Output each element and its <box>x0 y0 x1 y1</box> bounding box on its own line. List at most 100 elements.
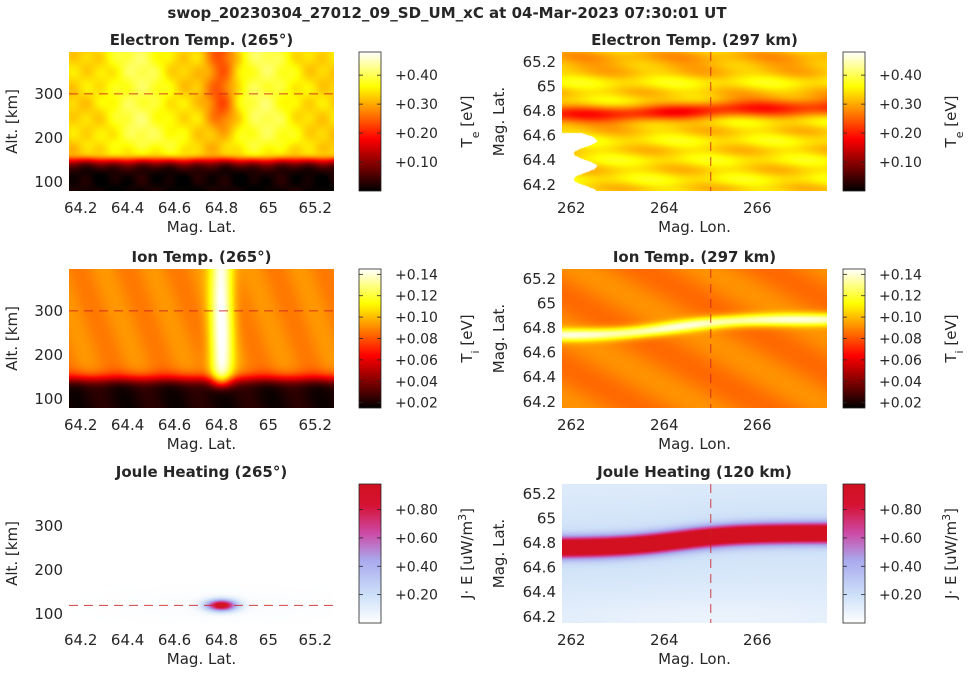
ion-temp-altlat-colorbar-label: Ti [eV] <box>458 314 482 363</box>
joule-heating-latlon-ylabel: Mag. Lat. <box>490 519 508 588</box>
ion-temp-latlon-colorbar-label: Ti [eV] <box>942 314 966 363</box>
electron-temp-altlat-xtick-label: 64.8 <box>205 199 238 217</box>
ion-temp-latlon-ytick-label: 64.8 <box>523 319 556 337</box>
ion-temp-latlon-xtick-label: 262 <box>557 416 586 434</box>
ion-temp-altlat-colorbar-tick-label: +0.14 <box>395 267 438 283</box>
ion-temp-altlat-panel: Ion Temp. (265°) 64.2 64.4 64.6 64.8 65 65.2 Ma… <box>3 248 482 453</box>
ion-temp-latlon-colorbar-tick-label: +0.08 <box>879 332 922 348</box>
figure-title: swop_20230304_27012_09_SD_UM_xC at 04-Ma… <box>167 4 727 22</box>
joule-heating-altlat-ytick-label: 200 <box>34 561 63 579</box>
electron-temp-altlat-xtick-label: 65 <box>259 199 278 217</box>
electron-temp-altlat-ytick-label: 300 <box>34 85 63 103</box>
joule-heating-altlat-colorbar-tick-label: +0.60 <box>395 531 438 547</box>
electron-temp-altlat-panel: Electron Temp. (265°) 64.2 64.4 64.6 64.8 65 6… <box>3 31 482 236</box>
ion-temp-altlat-title: Ion Temp. (265°) <box>131 248 271 266</box>
electron-temp-altlat-colorbar-frame <box>358 51 382 192</box>
joule-heating-latlon-colorbar-tick-label: +0.20 <box>879 588 922 604</box>
electron-temp-altlat-colorbar-tick-label: +0.10 <box>395 155 438 171</box>
electron-temp-latlon-xtick-label: 266 <box>743 199 772 217</box>
joule-heating-altlat-ytick-label: 300 <box>34 517 63 535</box>
ion-temp-latlon-colorbar-tick-label: +0.02 <box>879 396 922 412</box>
joule-heating-altlat-xtick-label: 64.4 <box>111 631 144 649</box>
electron-temp-latlon-ytick-label: 64.4 <box>523 151 556 169</box>
ion-temp-latlon-xtick-label: 266 <box>743 416 772 434</box>
joule-heating-altlat-xtick-label: 65.2 <box>299 631 332 649</box>
ion-temp-altlat-colorbar-tick-label: +0.02 <box>395 396 438 412</box>
ion-temp-latlon-panel: Ion Temp. (297 km) 262 264 266 Mag. Lon. 64.2… <box>490 248 966 453</box>
electron-temp-latlon-colorbar <box>843 52 865 191</box>
electron-temp-latlon-xlabel: Mag. Lon. <box>658 218 731 236</box>
electron-temp-latlon-xtick-label: 264 <box>650 199 679 217</box>
electron-temp-latlon-colorbar-tick-label: +0.10 <box>879 155 922 171</box>
ion-temp-altlat-colorbar-tick-label: +0.12 <box>395 289 438 305</box>
joule-heating-latlon-colorbar-frame <box>842 483 866 624</box>
ion-temp-latlon-heatmap <box>562 269 827 408</box>
joule-heating-latlon-ytick-label: 65.2 <box>523 485 556 503</box>
electron-temp-altlat-xtick-label: 65.2 <box>299 199 332 217</box>
electron-temp-altlat-colorbar-label: Te [eV] <box>458 96 482 149</box>
joule-heating-latlon-panel: Joule Heating (120 km) 262 264 266 Mag. Lon.… <box>490 463 960 668</box>
joule-heating-altlat-heatmap <box>69 484 334 623</box>
ion-temp-latlon-ytick-label: 64.6 <box>523 344 556 362</box>
electron-temp-latlon-heatmap <box>562 52 827 191</box>
joule-heating-altlat-xtick-label: 64.6 <box>158 631 191 649</box>
joule-heating-altlat-colorbar-tick-label: +0.40 <box>395 559 438 575</box>
ion-temp-altlat-colorbar-tick-label: +0.08 <box>395 332 438 348</box>
ion-temp-latlon-colorbar-tick-label: +0.04 <box>879 374 922 390</box>
joule-heating-altlat-ylabel: Alt. [km] <box>3 521 21 586</box>
joule-heating-altlat-colorbar-tick-label: +0.20 <box>395 588 438 604</box>
joule-heating-latlon-title: Joule Heating (120 km) <box>596 463 792 481</box>
electron-temp-latlon-title: Electron Temp. (297 km) <box>591 31 798 49</box>
ion-temp-altlat-colorbar-tick-label: +0.06 <box>395 353 438 369</box>
ion-temp-altlat-xtick-label: 64.8 <box>205 416 238 434</box>
ion-temp-latlon-xtick-label: 264 <box>650 416 679 434</box>
ion-temp-altlat-colorbar-tick-label: +0.10 <box>395 310 438 326</box>
electron-temp-latlon-ytick-label: 64.8 <box>523 102 556 120</box>
joule-heating-altlat-xlabel: Mag. Lat. <box>167 650 236 668</box>
joule-heating-latlon-heatmap <box>562 484 827 623</box>
ion-temp-latlon-ytick-label: 64.4 <box>523 368 556 386</box>
electron-temp-latlon-ytick-label: 65.2 <box>523 53 556 71</box>
electron-temp-altlat-colorbar-tick-label: +0.30 <box>395 97 438 113</box>
ion-temp-latlon-ylabel: Mag. Lat. <box>490 304 508 373</box>
electron-temp-latlon-panel: Electron Temp. (297 km) 262 264 266 Mag. Lon… <box>490 31 966 236</box>
joule-heating-latlon-ytick-label: 64.6 <box>523 559 556 577</box>
joule-heating-altlat-xtick-label: 64.8 <box>205 631 238 649</box>
joule-heating-latlon-xtick-label: 266 <box>743 631 772 649</box>
electron-temp-latlon-colorbar-tick-label: +0.40 <box>879 68 922 84</box>
electron-temp-latlon-ytick-label: 64.2 <box>523 176 556 194</box>
electron-temp-altlat-ylabel: Alt. [km] <box>3 89 21 154</box>
ion-temp-altlat-xlabel: Mag. Lat. <box>167 435 236 453</box>
ion-temp-latlon-title: Ion Temp. (297 km) <box>613 248 776 266</box>
joule-heating-altlat-title: Joule Heating (265°) <box>115 463 287 481</box>
ion-temp-altlat-colorbar-tick-label: +0.04 <box>395 374 438 390</box>
joule-heating-latlon-ytick-label: 64.8 <box>523 534 556 552</box>
joule-heating-latlon-ytick-label: 64.2 <box>523 608 556 626</box>
electron-temp-altlat-xtick-label: 64.4 <box>111 199 144 217</box>
joule-heating-latlon-colorbar <box>843 484 865 623</box>
electron-temp-latlon-colorbar-label: Te [eV] <box>942 96 966 149</box>
electron-temp-latlon-colorbar-tick-label: +0.20 <box>879 126 922 142</box>
electron-temp-altlat-xlabel: Mag. Lat. <box>167 218 236 236</box>
ion-temp-altlat-ytick-label: 100 <box>34 390 63 408</box>
joule-heating-latlon-colorbar-tick-label: +0.40 <box>879 559 922 575</box>
electron-temp-altlat-ytick-label: 200 <box>34 129 63 147</box>
ion-temp-latlon-colorbar-tick-label: +0.06 <box>879 353 922 369</box>
ion-temp-latlon-colorbar-tick-label: +0.10 <box>879 310 922 326</box>
electron-temp-latlon-xtick-label: 262 <box>557 199 586 217</box>
joule-heating-altlat-panel: Joule Heating (265°) 64.2 64.4 64.6 64.8 65 65… <box>3 463 476 668</box>
ion-temp-latlon-colorbar <box>843 269 865 408</box>
ion-temp-altlat-xtick-label: 64.2 <box>64 416 97 434</box>
electron-temp-altlat-xtick-label: 64.6 <box>158 199 191 217</box>
ion-temp-latlon-colorbar-tick-label: +0.12 <box>879 289 922 305</box>
electron-temp-latlon-ytick-label: 65 <box>537 77 556 95</box>
electron-temp-altlat-title: Electron Temp. (265°) <box>110 31 293 49</box>
ion-temp-latlon-ytick-label: 65 <box>537 294 556 312</box>
electron-temp-altlat-heatmap <box>69 52 334 191</box>
joule-heating-latlon-ytick-label: 64.4 <box>523 583 556 601</box>
joule-heating-altlat-colorbar-frame <box>358 483 382 624</box>
joule-heating-altlat-ytick-label: 100 <box>34 605 63 623</box>
ion-temp-latlon-ytick-label: 65.2 <box>523 270 556 288</box>
electron-temp-altlat-colorbar-tick-label: +0.20 <box>395 126 438 142</box>
